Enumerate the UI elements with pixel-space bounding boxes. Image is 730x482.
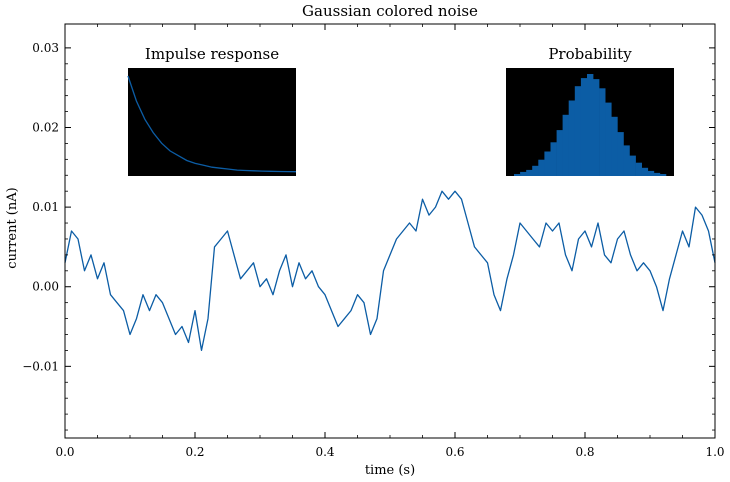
inset-impulse-line xyxy=(127,75,297,173)
inset-impulse-title: Impulse response xyxy=(145,45,279,63)
x-tick-label: 1.0 xyxy=(705,445,724,459)
inset-probability-bar xyxy=(514,174,521,176)
series-line-0 xyxy=(64,190,716,352)
inset-probability-bar xyxy=(550,142,557,176)
y-axis-label: current (nA) xyxy=(5,187,20,268)
inset-probability-bar xyxy=(647,170,655,176)
inset-probability-bar xyxy=(532,165,539,176)
inset-probability-title: Probability xyxy=(548,45,632,63)
inset-probability-bar xyxy=(653,172,661,176)
inset-probability-bar xyxy=(599,88,606,176)
x-tick-label: 0.2 xyxy=(185,445,204,459)
x-tick-label: 0.8 xyxy=(575,445,594,459)
inset-probability-bar xyxy=(580,78,588,176)
inset-probability-bar xyxy=(556,130,563,176)
chart-title: Gaussian colored noise xyxy=(302,2,478,20)
inset-probability-bar xyxy=(587,74,594,176)
inset-impulse-background xyxy=(128,68,296,176)
inset-probability-bar xyxy=(659,174,667,176)
inset-probability-bar xyxy=(617,132,624,176)
inset-probability-bar xyxy=(538,159,545,176)
inset-probability-bar xyxy=(623,145,630,176)
inset-probability-bar xyxy=(574,86,582,176)
x-axis-label: time (s) xyxy=(365,463,415,478)
inset-probability-bar xyxy=(629,155,636,176)
inset-probability-bar xyxy=(641,167,649,176)
inset-probability: Probability xyxy=(506,45,674,176)
inset-probability-bar xyxy=(611,116,618,176)
y-tick-label: 0.02 xyxy=(32,121,59,135)
y-tick-label: −0.01 xyxy=(22,359,59,373)
inset-probability-bar xyxy=(562,114,569,176)
inset-probability-bar xyxy=(568,100,576,176)
inset-probability-bar xyxy=(526,169,533,176)
inset-probability-bar xyxy=(593,79,600,176)
inset-probability-bar xyxy=(544,151,551,176)
y-tick-label: 0.03 xyxy=(32,41,59,55)
inset-probability-bar xyxy=(520,171,527,176)
x-tick-label: 0.4 xyxy=(315,445,334,459)
inset-probability-bar xyxy=(635,162,642,176)
x-tick-label: 0.6 xyxy=(445,445,464,459)
x-tick-label: 0.0 xyxy=(55,445,74,459)
y-tick-label: 0.00 xyxy=(32,280,59,294)
inset-probability-bar xyxy=(605,102,612,176)
inset-impulse-response: Impulse response xyxy=(127,45,297,176)
y-tick-label: 0.01 xyxy=(32,200,59,214)
